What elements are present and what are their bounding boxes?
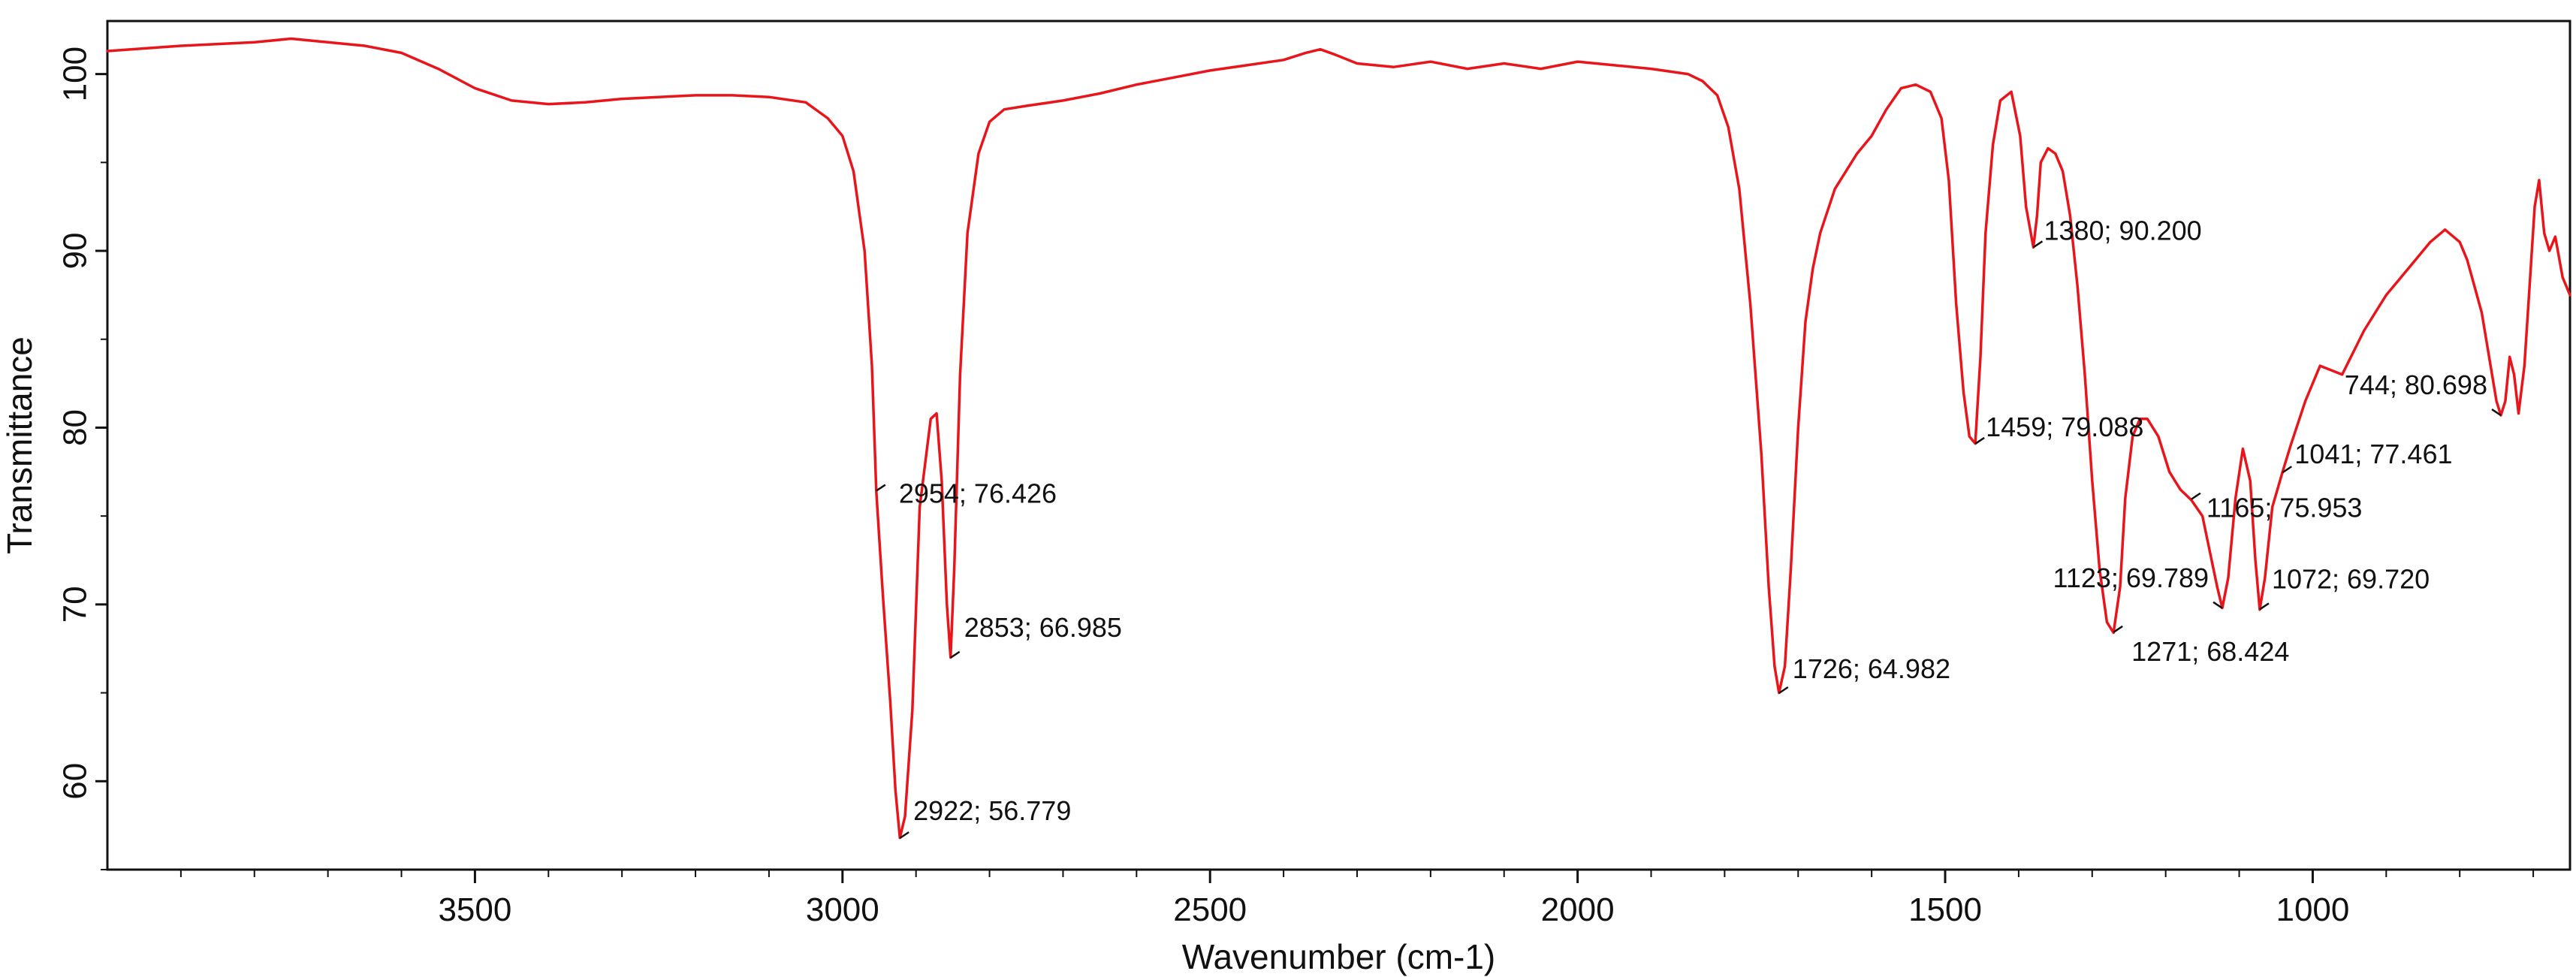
peak-marker [899,831,909,840]
plot-frame [106,20,2571,871]
peak-label: 744; 80.698 [2345,369,2487,400]
y-tick-label: 100 [57,47,94,101]
peak-label: 1041; 77.461 [2294,439,2452,469]
peak-annotations: 2954; 76.426 2853; 66.985 2922; 56.779 1726… [876,215,2502,840]
x-axis-title: Wavenumber (cm-1) [1182,937,1495,976]
peak-label: 1123; 69.789 [2053,562,2209,593]
peak-label: 1459; 79.088 [1986,412,2143,442]
peak-label: 1726; 64.982 [1793,653,1950,684]
peak-marker [949,650,961,659]
plot-border [106,20,2571,871]
peak-label: 2954; 76.426 [899,478,1057,509]
peak-marker [2259,602,2270,611]
peak-marker [1974,436,1985,445]
y-tick-label: 70 [57,586,94,623]
x-tick-label: 2500 [1173,891,1247,928]
peak-label: 1380; 90.200 [2044,215,2201,246]
peak-label: 2853; 66.985 [964,612,1122,643]
peak-label: 1165; 75.953 [2206,493,2363,523]
peak-marker [2491,408,2502,417]
y-tick-label: 60 [57,763,94,800]
peak-marker [2113,625,2123,634]
series-layer [106,37,2571,840]
spectrum-line [106,37,2571,840]
peak-marker [876,484,886,492]
y-tick-label: 90 [57,233,94,270]
peak-marker [1778,686,1789,695]
x-tick-label: 3500 [438,891,511,928]
peak-label: 1271; 68.424 [2131,636,2289,667]
x-tick-label: 3000 [806,891,879,928]
y-axis-title: Transmittance [0,336,39,554]
x-tick-label: 1500 [1908,891,1982,928]
x-axis: 3500 3000 2500 2000 1500 1000 [179,870,2535,928]
peak-marker [2032,240,2044,249]
x-tick-label: 2000 [1541,891,1615,928]
peak-marker [2191,492,2201,500]
y-axis: 60 70 80 90 100 [57,47,107,870]
peak-label: 2922; 56.779 [913,795,1071,826]
y-tick-label: 80 [57,409,94,446]
peak-label: 1072; 69.720 [2272,563,2430,594]
peak-marker [2282,466,2292,474]
x-tick-label: 1000 [2276,891,2349,928]
peak-marker [2213,601,2223,609]
